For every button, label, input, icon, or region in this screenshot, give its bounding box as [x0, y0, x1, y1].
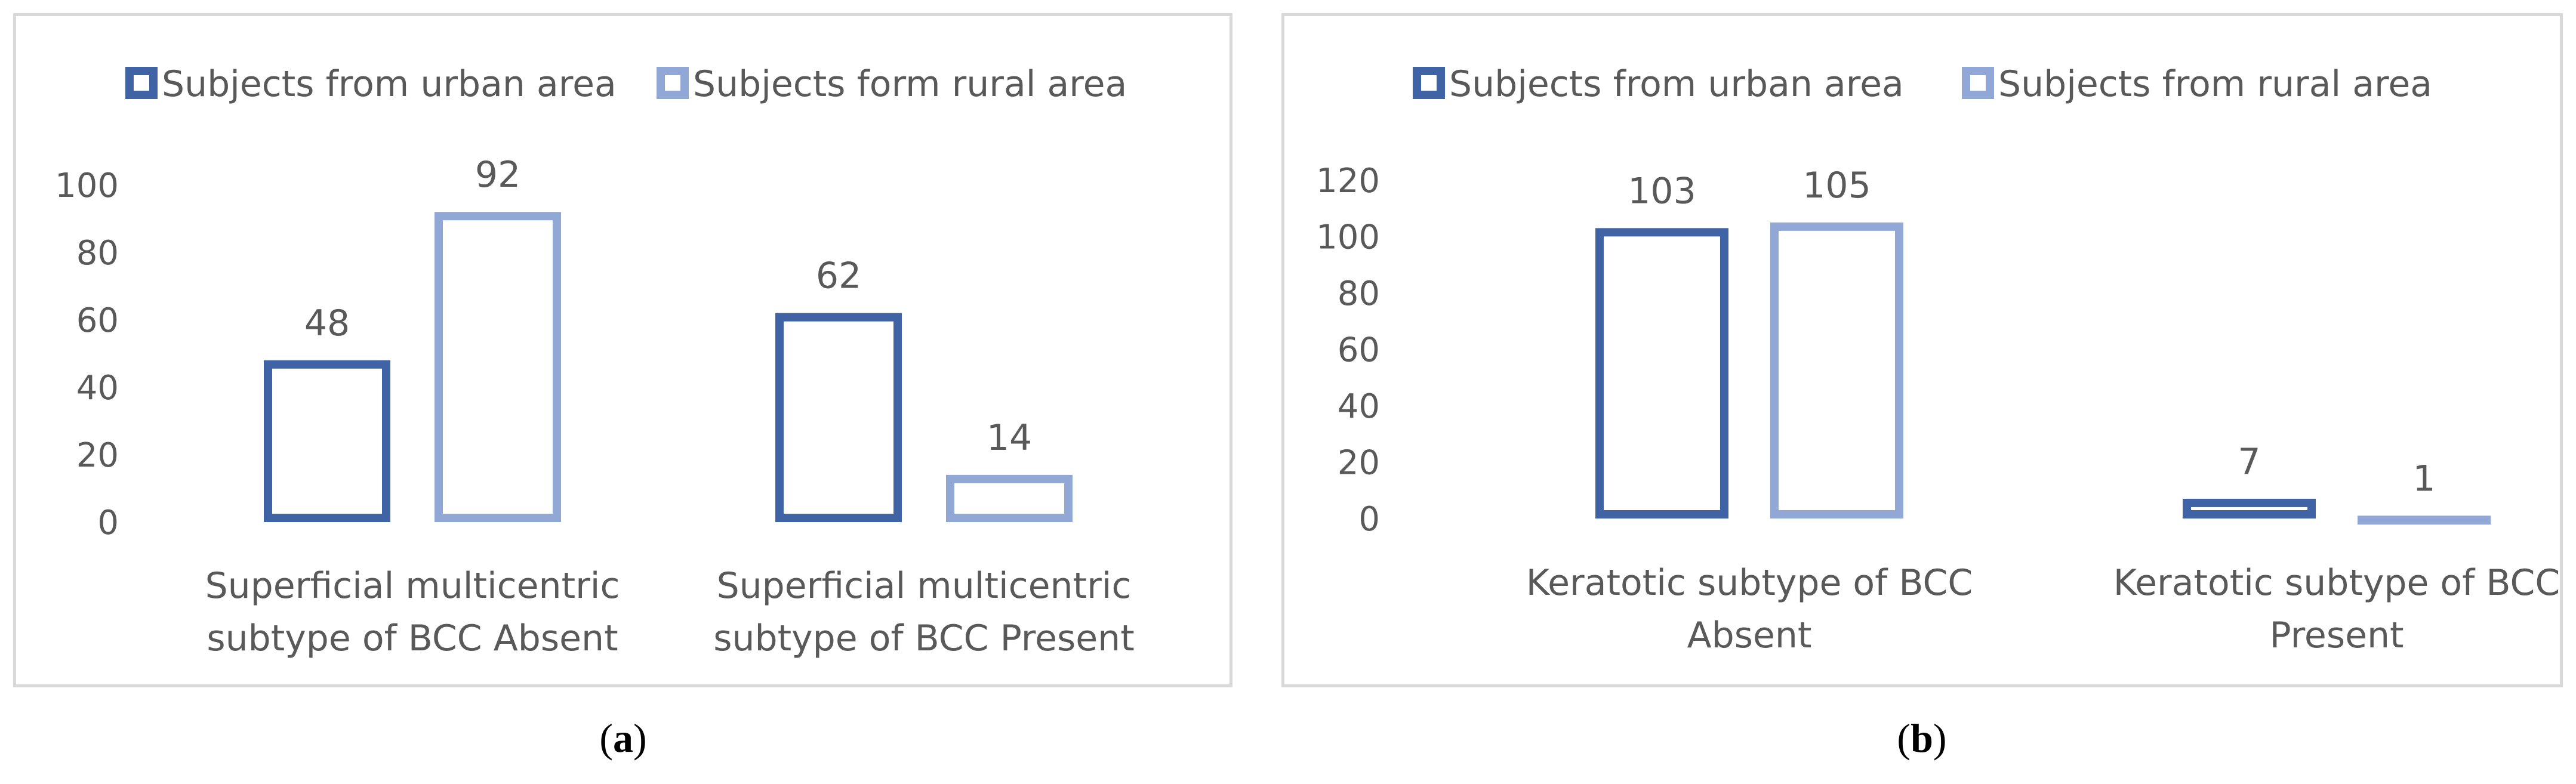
bar: [264, 360, 390, 522]
y-tick-label: 100: [55, 166, 119, 205]
bar: [1770, 222, 1903, 518]
category-label: subtype of BCC Absent: [207, 618, 618, 659]
legend-label: Subjects form rural area: [693, 63, 1127, 105]
y-tick-label: 120: [1316, 162, 1380, 200]
y-tick-label: 80: [76, 234, 119, 273]
chart-panel-a: 0 20 40 60 80 100 Subjects from urban area Subj…: [13, 13, 1232, 687]
data-label: 105: [1802, 165, 1871, 206]
legend-label: Subjects from urban area: [1449, 63, 1904, 105]
caption-a: (a): [599, 715, 647, 761]
bar: [946, 474, 1073, 523]
bar: [2183, 498, 2316, 518]
y-tick-label: 20: [1338, 444, 1380, 483]
y-tick-label: 20: [76, 436, 119, 475]
y-tick-label: 0: [97, 504, 119, 542]
legend-swatch: [125, 67, 158, 99]
legend-label: Subjects from urban area: [162, 63, 617, 105]
bar: [1595, 228, 1728, 518]
category-label: Superficial multicentric: [205, 565, 620, 607]
legend-label: Subjects from rural area: [1998, 63, 2432, 105]
category-label: Keratotic subtype of BCC: [1526, 562, 1973, 604]
bar: [775, 313, 902, 522]
y-tick-label: 60: [1338, 331, 1380, 370]
caption-b: (b): [1897, 715, 1947, 761]
y-tick-label: 100: [1316, 218, 1380, 257]
chart-panel-b: 0 20 40 60 80 100 120 Subjects from urban area S…: [1281, 13, 2563, 687]
bar: [435, 212, 561, 522]
data-label: 48: [304, 303, 350, 344]
data-label: 62: [816, 255, 861, 297]
category-label: subtype of BCC Present: [713, 618, 1134, 659]
y-tick-label: 80: [1338, 274, 1380, 313]
y-tick-label: 40: [1338, 387, 1380, 426]
data-label: 1: [2412, 458, 2435, 499]
legend-swatch: [1962, 67, 1994, 99]
chart-a-svg: 0 20 40 60 80 100 Subjects from urban area Subj…: [55, 63, 1135, 659]
legend-swatch: [657, 67, 689, 99]
data-label: 14: [987, 417, 1032, 459]
legend-swatch: [1413, 67, 1445, 99]
category-label: Present: [2269, 615, 2404, 656]
chart-b-svg: 0 20 40 60 80 100 120 Subjects from urban area S…: [1316, 63, 2560, 656]
y-tick-label: 0: [1358, 500, 1380, 539]
y-tick-label: 60: [76, 301, 119, 340]
data-label: 7: [2238, 441, 2260, 483]
y-tick-label: 40: [76, 369, 119, 408]
data-label: 103: [1628, 170, 1696, 212]
category-label: Superficial multicentric: [717, 565, 1132, 607]
category-label: Absent: [1687, 615, 1812, 656]
data-label: 92: [475, 154, 520, 196]
category-label: Keratotic subtype of BCC: [2113, 562, 2560, 604]
